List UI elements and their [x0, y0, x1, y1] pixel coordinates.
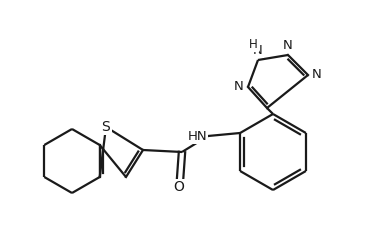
- Text: N: N: [312, 69, 322, 82]
- Text: N: N: [234, 80, 244, 94]
- Text: N: N: [253, 44, 263, 57]
- Text: O: O: [174, 180, 184, 194]
- Text: H: H: [249, 37, 257, 51]
- Text: N: N: [283, 39, 293, 52]
- Text: S: S: [102, 120, 111, 134]
- Text: HN: HN: [187, 130, 207, 143]
